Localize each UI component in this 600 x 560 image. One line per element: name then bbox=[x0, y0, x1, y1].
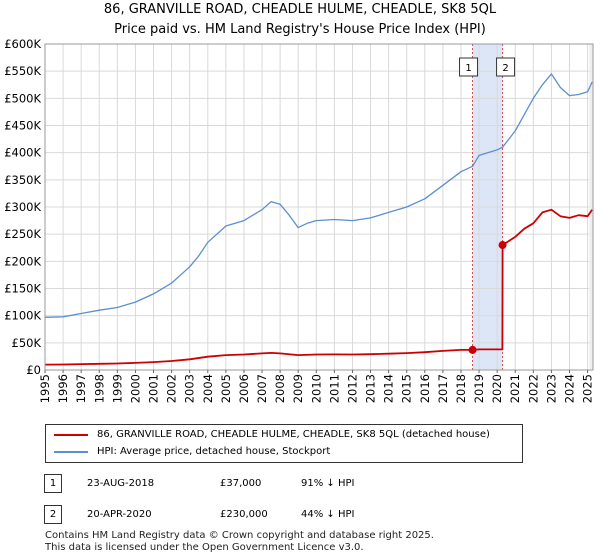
x-tick-label: 1999 bbox=[110, 374, 124, 403]
y-tick-label: £400K bbox=[4, 146, 41, 160]
footer-line-1: Contains HM Land Registry data © Crown c… bbox=[45, 530, 434, 541]
x-tick-label: 2025 bbox=[581, 374, 595, 403]
x-tick-label: 2018 bbox=[454, 374, 468, 403]
x-tick-label: 2017 bbox=[436, 374, 450, 403]
x-tick-label: 1996 bbox=[56, 374, 70, 403]
footer: Contains HM Land Registry data © Crown c… bbox=[45, 530, 434, 554]
sale-number-badge: 1 bbox=[44, 474, 62, 493]
y-tick-label: £500K bbox=[4, 91, 41, 105]
y-tick-label: £100K bbox=[4, 309, 41, 323]
x-tick-label: 2000 bbox=[128, 374, 142, 403]
x-tick-label: 2012 bbox=[345, 374, 359, 403]
x-tick-label: 1998 bbox=[92, 374, 106, 403]
sale-hpi-relation: 44% ↓ HPI bbox=[301, 509, 355, 520]
x-tick-label: 2006 bbox=[237, 374, 251, 403]
sale-hpi-relation: 91% ↓ HPI bbox=[301, 478, 355, 489]
chart-title: 86, GRANVILLE ROAD, CHEADLE HULME, CHEAD… bbox=[0, 0, 600, 40]
y-tick-label: £600K bbox=[4, 37, 41, 51]
marker-label-box bbox=[459, 57, 479, 77]
marker-label: 2 bbox=[502, 63, 508, 74]
x-tick-label: 1995 bbox=[38, 374, 52, 403]
x-tick-label: 2020 bbox=[490, 374, 504, 403]
y-tick-label: £250K bbox=[4, 227, 41, 241]
x-tick-label: 2024 bbox=[562, 374, 576, 403]
y-tick-label: £300K bbox=[4, 200, 41, 214]
price-chart: 1 2 £0 £50K £100K £150K £200K £250K £300K £350K £4… bbox=[4, 37, 595, 403]
x-tick-label: 2002 bbox=[165, 374, 179, 403]
x-tick-label: 2001 bbox=[147, 374, 161, 403]
sale-price: £37,000 bbox=[220, 478, 262, 489]
property-price-line bbox=[44, 208, 593, 366]
sale-row: 1 23-AUG-2018 £37,000 91% ↓ HPI bbox=[44, 474, 564, 494]
x-tick-label: 2004 bbox=[201, 374, 215, 403]
y-tick-label: £450K bbox=[4, 119, 41, 133]
footer-line-2: This data is licensed under the Open Gov… bbox=[45, 542, 364, 553]
x-tick-label: 2009 bbox=[291, 374, 305, 403]
x-tick-label: 2022 bbox=[526, 374, 540, 403]
y-tick-label: £150K bbox=[4, 282, 41, 296]
y-tick-label: £550K bbox=[4, 64, 41, 78]
hpi-line bbox=[44, 73, 593, 318]
sale-point bbox=[498, 241, 507, 250]
x-tick-label: 2008 bbox=[273, 374, 287, 403]
sale-date: 20-APR-2020 bbox=[87, 509, 152, 520]
sale-date: 23-AUG-2018 bbox=[87, 478, 155, 489]
x-tick-label: 2019 bbox=[472, 374, 486, 403]
x-tick-label: 2023 bbox=[544, 374, 558, 403]
legend-label-hpi: HPI: Average price, detached house, Stoc… bbox=[97, 446, 331, 457]
legend-label-property: 86, GRANVILLE ROAD, CHEADLE HULME, CHEAD… bbox=[97, 429, 490, 440]
title-line-2: Price paid vs. HM Land Registry's House … bbox=[114, 22, 486, 37]
x-tick-label: 2014 bbox=[382, 374, 396, 403]
future-region bbox=[589, 44, 593, 370]
y-tick-label: £0 bbox=[26, 363, 41, 377]
sale-row: 2 20-APR-2020 £230,000 44% ↓ HPI bbox=[44, 505, 564, 525]
x-tick-label: 2010 bbox=[309, 374, 323, 403]
marker-label-box bbox=[496, 57, 516, 77]
sale-point bbox=[468, 345, 477, 354]
x-tick-label: 2015 bbox=[400, 374, 414, 403]
y-tick-label: £200K bbox=[4, 254, 41, 268]
marker-label: 1 bbox=[465, 63, 471, 74]
y-tick-label: £50K bbox=[12, 336, 42, 350]
x-tick-label: 2016 bbox=[418, 374, 432, 403]
legend-swatch-property bbox=[54, 434, 88, 436]
x-tick-label: 2011 bbox=[327, 374, 341, 403]
y-tick-label: £350K bbox=[4, 173, 41, 187]
legend-item-hpi: HPI: Average price, detached house, Stoc… bbox=[54, 444, 514, 460]
x-tick-label: 2005 bbox=[219, 374, 233, 403]
legend-swatch-hpi bbox=[54, 451, 88, 453]
legend-item-property: 86, GRANVILLE ROAD, CHEADLE HULME, CHEAD… bbox=[54, 427, 514, 443]
sale-number-badge: 2 bbox=[44, 505, 62, 524]
sale-price: £230,000 bbox=[220, 509, 268, 520]
x-tick-label: 2003 bbox=[183, 374, 197, 403]
legend: 86, GRANVILLE ROAD, CHEADLE HULME, CHEAD… bbox=[45, 424, 523, 463]
x-tick-label: 1997 bbox=[74, 374, 88, 403]
x-tick-label: 2007 bbox=[255, 374, 269, 403]
x-tick-label: 2013 bbox=[364, 374, 378, 403]
title-line-1: 86, GRANVILLE ROAD, CHEADLE HULME, CHEAD… bbox=[103, 2, 497, 17]
x-tick-label: 2021 bbox=[508, 374, 522, 403]
plot-frame bbox=[44, 43, 594, 371]
